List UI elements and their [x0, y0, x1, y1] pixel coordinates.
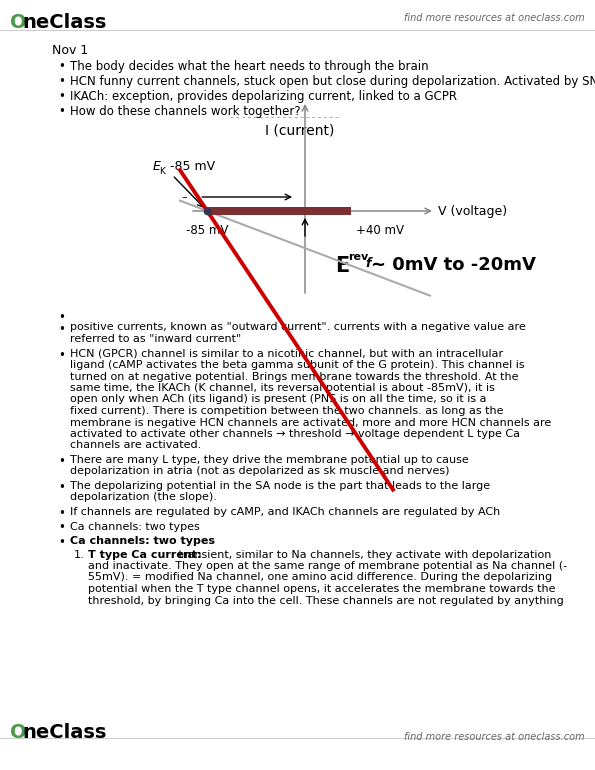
- Text: neClass: neClass: [22, 13, 107, 32]
- Text: •: •: [58, 455, 65, 468]
- Text: •: •: [58, 90, 65, 103]
- Text: 1.: 1.: [74, 550, 84, 560]
- Text: +40 mV: +40 mV: [356, 224, 404, 237]
- Text: ~ 0mV to -20mV: ~ 0mV to -20mV: [371, 256, 536, 274]
- Text: -85 mV: -85 mV: [166, 160, 215, 173]
- Text: If channels are regulated by cAMP, and IKACh channels are regulated by ACh: If channels are regulated by cAMP, and I…: [70, 507, 500, 517]
- Text: referred to as "inward current": referred to as "inward current": [70, 334, 241, 344]
- Text: membrane is negative HCN channels are activated, more and more HCN channels are: membrane is negative HCN channels are ac…: [70, 417, 551, 427]
- Text: -85 mV: -85 mV: [186, 224, 228, 237]
- Text: 55mV). = modified Na channel, one amino acid difference. During the depolarizing: 55mV). = modified Na channel, one amino …: [88, 573, 552, 582]
- Text: •: •: [58, 323, 65, 336]
- Text: transient, similar to Na channels, they activate with depolarization: transient, similar to Na channels, they …: [175, 550, 552, 560]
- Text: •: •: [58, 75, 65, 88]
- Text: IKACh: exception, provides depolarizing current, linked to a GCPR: IKACh: exception, provides depolarizing …: [70, 90, 457, 103]
- Text: How do these channels work together?: How do these channels work together?: [70, 105, 300, 118]
- Text: ligand (cAMP activates the beta gamma subunit of the G protein). This channel is: ligand (cAMP activates the beta gamma su…: [70, 360, 525, 370]
- Text: Nov 1: Nov 1: [52, 44, 88, 57]
- Text: O: O: [10, 13, 27, 32]
- Text: The depolarizing potential in the SA node is the part that leads to the large: The depolarizing potential in the SA nod…: [70, 481, 490, 491]
- Text: Ca channels: two types: Ca channels: two types: [70, 521, 200, 531]
- Text: and inactivate. They open at the same range of membrane potential as Na channel : and inactivate. They open at the same ra…: [88, 561, 567, 571]
- Text: There are many L type, they drive the membrane potential up to cause: There are many L type, they drive the me…: [70, 455, 469, 465]
- Text: neClass: neClass: [22, 723, 107, 742]
- Text: find more resources at oneclass.com: find more resources at oneclass.com: [405, 13, 585, 23]
- Text: V (voltage): V (voltage): [438, 205, 507, 217]
- Text: •: •: [58, 105, 65, 118]
- Text: •: •: [58, 311, 65, 324]
- Text: E: E: [152, 160, 160, 173]
- Text: same time, the IKACh (K channel, its reversal potential is about -85mV), it is: same time, the IKACh (K channel, its rev…: [70, 383, 495, 393]
- Text: turned on at negative potential. Brings membrane towards the threshold. At the: turned on at negative potential. Brings …: [70, 371, 518, 381]
- Text: threshold, by bringing Ca into the cell. These channels are not regulated by any: threshold, by bringing Ca into the cell.…: [88, 595, 563, 605]
- Text: rev: rev: [348, 252, 368, 262]
- Text: f: f: [365, 257, 371, 270]
- Text: K: K: [159, 167, 165, 176]
- Text: open only when ACh (its ligand) is present (PNS is on all the time, so it is a: open only when ACh (its ligand) is prese…: [70, 394, 487, 404]
- Text: Ca channels: two types: Ca channels: two types: [70, 536, 215, 546]
- Text: find more resources at oneclass.com: find more resources at oneclass.com: [405, 732, 585, 742]
- Text: The body decides what the heart needs to through the brain: The body decides what the heart needs to…: [70, 60, 428, 73]
- Text: •: •: [58, 60, 65, 73]
- Text: positive currents, known as "outward current". currents with a negative value ar: positive currents, known as "outward cur…: [70, 323, 526, 333]
- Text: –: –: [181, 192, 187, 202]
- Text: •: •: [58, 521, 65, 534]
- Text: I (current): I (current): [265, 124, 334, 138]
- Text: depolarization (the slope).: depolarization (the slope).: [70, 493, 217, 503]
- Text: T type Ca current:: T type Ca current:: [88, 550, 202, 560]
- Text: •: •: [58, 481, 65, 494]
- Text: depolarization in atria (not as depolarized as sk muscle and nerves): depolarization in atria (not as depolari…: [70, 467, 449, 477]
- Text: channels are activated.: channels are activated.: [70, 440, 201, 450]
- Text: •: •: [58, 536, 65, 549]
- Text: HCN funny current channels, stuck open but close during depolarization. Activate: HCN funny current channels, stuck open b…: [70, 75, 595, 88]
- Text: potential when the T type channel opens, it accelerates the membrane towards the: potential when the T type channel opens,…: [88, 584, 556, 594]
- Text: activated to activate other channels → threshold → voltage dependent L type Ca: activated to activate other channels → t…: [70, 429, 520, 439]
- Text: •: •: [58, 349, 65, 361]
- Text: E: E: [335, 256, 349, 276]
- Text: O: O: [10, 723, 27, 742]
- Bar: [207, 207, 351, 215]
- Text: HCN (GPCR) channel is similar to a nicotinic channel, but with an intracellular: HCN (GPCR) channel is similar to a nicot…: [70, 349, 503, 359]
- Text: fixed current). There is competition between the two channels. as long as the: fixed current). There is competition bet…: [70, 406, 503, 416]
- Text: •: •: [58, 507, 65, 520]
